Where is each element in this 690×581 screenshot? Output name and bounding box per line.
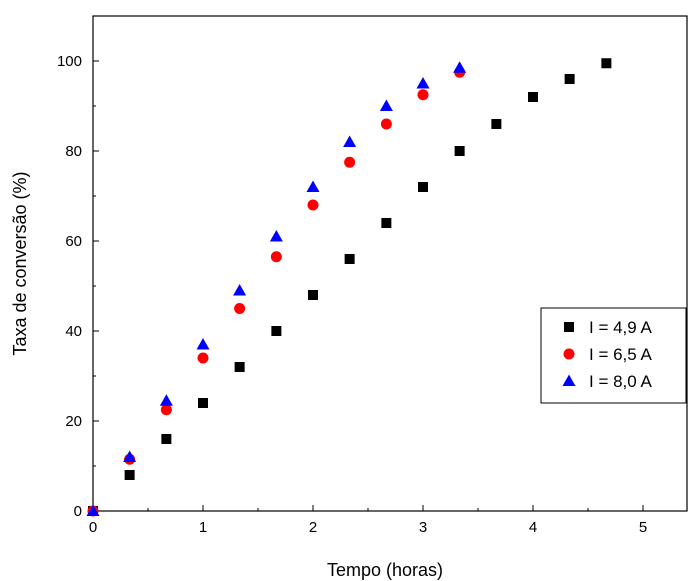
data-point-square <box>454 146 465 156</box>
data-point-square <box>271 326 282 336</box>
y-tick-label: 40 <box>65 323 82 340</box>
y-tick-label: 100 <box>57 53 82 70</box>
data-point-circle <box>234 303 246 314</box>
plot-frame <box>92 15 688 512</box>
data-point-circle <box>197 352 209 364</box>
legend-marker-square <box>564 322 574 332</box>
data-point-triangle <box>343 135 357 147</box>
data-point-triangle <box>123 450 137 462</box>
data-point-square <box>308 290 318 300</box>
data-point-circle <box>270 251 282 263</box>
data-point-square <box>161 434 172 444</box>
y-axis-title: Taxa de conversão (%) <box>10 171 30 355</box>
data-point-triangle <box>453 61 467 73</box>
data-point-square <box>381 218 392 228</box>
data-point-square <box>528 92 538 102</box>
data-point-triangle <box>269 230 283 242</box>
data-point-triangle <box>159 394 173 406</box>
series-square <box>88 58 612 516</box>
legend-label: I = 8,0 A <box>589 372 653 391</box>
data-point-square <box>124 470 135 480</box>
legend-marker-circle <box>563 348 575 360</box>
data-point-square <box>601 58 612 69</box>
x-tick-label: 2 <box>309 519 317 536</box>
legend-label: I = 4,9 A <box>589 318 653 337</box>
data-point-square <box>234 362 245 372</box>
series-triangle <box>86 61 467 516</box>
data-point-square <box>491 119 502 129</box>
x-tick-label: 1 <box>199 519 207 536</box>
y-tick-label: 60 <box>65 233 82 250</box>
series-circle <box>87 66 466 517</box>
legend-label: I = 6,5 A <box>589 345 653 364</box>
data-point-circle <box>160 404 172 416</box>
data-point-circle <box>307 199 319 211</box>
x-tick-label: 4 <box>529 519 537 536</box>
data-point-triangle <box>379 99 393 111</box>
y-tick-label: 0 <box>74 503 82 520</box>
data-point-square <box>344 254 355 264</box>
data-point-triangle <box>196 338 210 350</box>
y-tick-label: 20 <box>65 413 82 430</box>
data-point-triangle <box>233 284 247 296</box>
x-tick-label: 5 <box>639 519 647 536</box>
data-point-square <box>418 182 428 192</box>
data-points <box>86 58 612 517</box>
legend: I = 4,9 A I = 6,5 A I = 8,0 A <box>540 307 687 404</box>
data-point-circle <box>417 89 429 101</box>
data-point-circle <box>344 156 356 168</box>
legend-marker-triangle <box>562 374 576 386</box>
y-tick-label: 80 <box>65 143 82 160</box>
x-axis-title: Tempo (horas) <box>327 560 443 580</box>
data-point-triangle <box>416 77 430 89</box>
data-point-triangle <box>306 180 320 192</box>
data-point-circle <box>380 118 392 130</box>
data-point-square <box>564 74 575 84</box>
axes: 0 1 2 3 4 5 0 20 40 60 80 100 <box>57 15 647 536</box>
x-tick-label: 3 <box>419 519 427 536</box>
x-tick-label: 0 <box>89 519 97 536</box>
data-point-square <box>198 398 208 408</box>
data-point-triangle <box>86 504 100 516</box>
